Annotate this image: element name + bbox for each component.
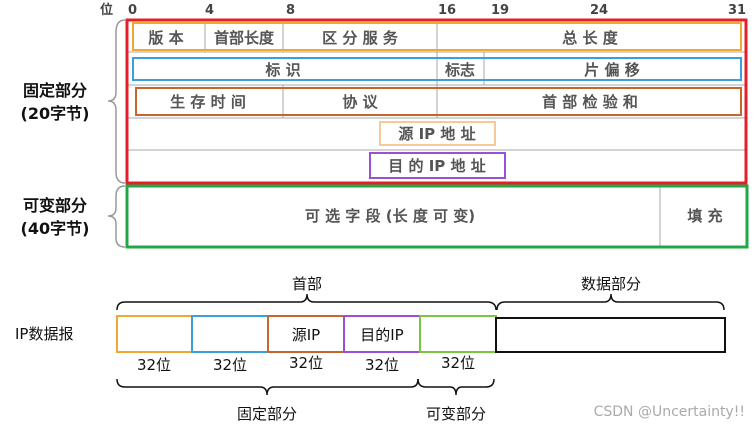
fixed-brace <box>107 19 126 184</box>
field-options: 可 选 字 段 (长 度 可 变) <box>305 207 475 225</box>
field-protocol: 协 议 <box>342 93 378 111</box>
field-fragment-offset: 片 偏 移 <box>584 61 639 79</box>
header-label: 首部 <box>292 275 322 293</box>
bits-label: 32位 <box>137 356 171 374</box>
watermark: CSDN @Uncertainty!! <box>594 404 745 420</box>
tick: 0 <box>128 3 137 18</box>
fixed-part-title: 固定部分 <box>23 81 87 100</box>
fixed-header-box <box>125 18 748 185</box>
datagram-row2 <box>191 315 269 353</box>
fixed-part-size: (20字节) <box>21 104 90 123</box>
bit-axis-label: 位 <box>100 2 113 18</box>
tick: 4 <box>205 3 214 18</box>
field-ds: 区 分 服 务 <box>322 29 399 47</box>
data-label: 数据部分 <box>581 275 641 293</box>
field-flags: 标志 <box>444 61 475 79</box>
datagram-data <box>495 317 726 353</box>
datagram-row1 <box>116 315 193 353</box>
tick: 8 <box>286 3 295 18</box>
bits-label: 32位 <box>365 356 399 374</box>
variable-brace <box>107 185 126 248</box>
dst-ip-box <box>369 152 506 179</box>
options-box <box>125 184 749 249</box>
row2-box <box>132 57 742 81</box>
field-total-length: 总 长 度 <box>562 29 618 47</box>
datagram-row5 <box>419 315 497 353</box>
variable-brace-bottom <box>417 378 495 396</box>
data-brace <box>496 293 725 311</box>
field-identification: 标 识 <box>264 61 300 79</box>
field-padding: 填 充 <box>687 207 722 225</box>
tick: 31 <box>728 3 746 18</box>
field-checksum: 首 部 检 验 和 <box>542 93 638 111</box>
variable-part-title: 可变部分 <box>23 196 87 215</box>
row3-box <box>135 87 742 116</box>
bits-label: 32位 <box>213 356 247 374</box>
bits-label: 32位 <box>289 354 323 372</box>
datagram-src: 源IP <box>292 326 320 344</box>
variable-part-size: (40字节) <box>21 219 90 238</box>
field-src-ip: 源 IP 地 址 <box>398 125 475 143</box>
field-version: 版 本 <box>148 29 183 47</box>
tick: 24 <box>590 3 608 18</box>
variable-label: 可变部分 <box>426 405 486 423</box>
datagram-label: IP数据报 <box>15 325 73 343</box>
field-ttl: 生 存 时 间 <box>170 93 246 111</box>
fixed-label: 固定部分 <box>237 405 297 423</box>
tick: 19 <box>491 3 509 18</box>
src-ip-box <box>379 121 496 146</box>
row1-box <box>132 22 742 51</box>
tick: 16 <box>438 3 456 18</box>
datagram-dst: 目的IP <box>360 326 403 344</box>
bits-label: 32位 <box>441 354 475 372</box>
header-brace <box>116 293 497 311</box>
field-dst-ip: 目 的 IP 地 址 <box>388 157 485 175</box>
fixed-brace-bottom <box>116 378 419 396</box>
field-header-length: 首部长度 <box>214 29 275 47</box>
